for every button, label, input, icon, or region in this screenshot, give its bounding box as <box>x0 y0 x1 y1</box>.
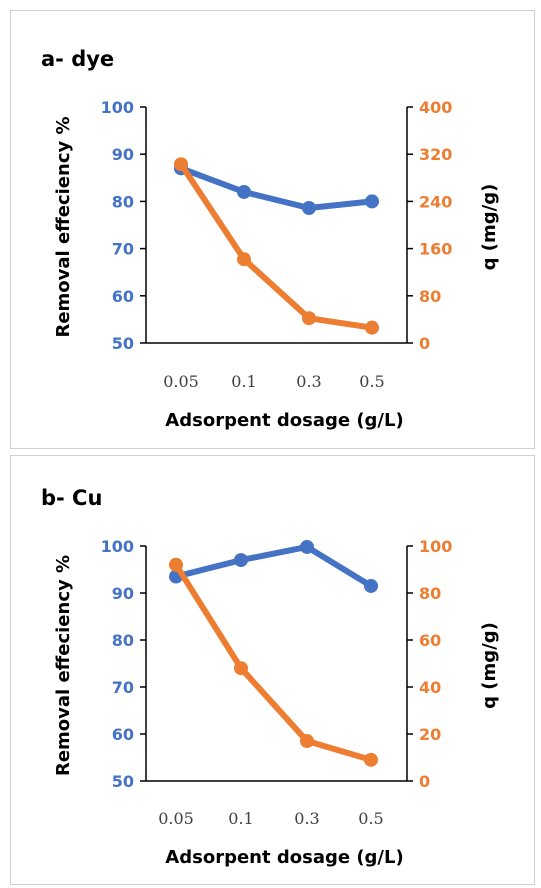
y-tick-label-right: 20 <box>419 725 441 744</box>
y-axis-title-right: q (mg/g) <box>479 184 500 271</box>
chart-panel-dye: a- dye 50 60 70 80 90 100 0 80 160 240 320 400 0.05 0.… <box>10 10 535 449</box>
chart-cu: b- Cu 50 60 70 80 90 100 0 20 40 60 80 100 0.05 0.1 0.3… <box>41 486 500 868</box>
q-capacity-point <box>174 157 188 172</box>
y-tick-label-right: 400 <box>419 98 452 117</box>
y-tick-label-right: 100 <box>419 537 452 556</box>
y-tick-label-left: 100 <box>101 98 134 117</box>
y-tick-label-right: 160 <box>419 240 452 259</box>
removal-efficiency-point <box>365 194 379 209</box>
x-axis-title: Adsorpent dosage (g/L) <box>165 410 403 431</box>
y-tick-label-left: 50 <box>112 772 134 791</box>
y-tick-label-left: 100 <box>101 537 134 556</box>
y-tick-label-right: 0 <box>419 772 430 791</box>
y-tick-label-left: 50 <box>112 334 134 353</box>
q-capacity-line <box>173 561 374 763</box>
q-capacity-point <box>169 557 183 572</box>
x-tick-label: 0.05 <box>158 809 194 828</box>
y-tick-label-left: 70 <box>112 240 134 259</box>
y-tick-label-left: 80 <box>112 192 134 211</box>
removal-efficiency-point <box>300 539 314 554</box>
y-axis-title-left: Removal effeciency % <box>53 555 74 776</box>
y-tick-label-right: 80 <box>419 584 441 603</box>
x-tick-label: 0.5 <box>359 372 384 391</box>
x-tick-label: 0.05 <box>163 372 199 391</box>
x-tick-label: 0.3 <box>296 372 321 391</box>
removal-efficiency-line <box>178 165 375 212</box>
q-capacity-point <box>364 752 378 767</box>
y-axis-title-right: q (mg/g) <box>479 622 500 709</box>
y-tick-label-right: 320 <box>419 145 452 164</box>
removal-efficiency-point <box>302 201 316 216</box>
chart-dye: a- dye 50 60 70 80 90 100 0 80 160 240 320 400 0.05 0.… <box>41 47 500 431</box>
x-tick-label: 0.1 <box>231 372 256 391</box>
chart-panel-cu: b- Cu 50 60 70 80 90 100 0 20 40 60 80 100 0.05 0.1 0.3… <box>10 455 535 885</box>
x-tick-label: 0.3 <box>294 809 319 828</box>
q-capacity-point <box>302 311 316 326</box>
q-capacity-point <box>234 661 248 676</box>
removal-efficiency-point <box>364 578 378 593</box>
y-tick-label-right: 60 <box>419 631 441 650</box>
y-tick-label-right: 0 <box>419 334 430 353</box>
chart-title: a- dye <box>41 47 114 71</box>
y-tick-label-left: 90 <box>112 145 134 164</box>
q-capacity-line <box>178 161 375 331</box>
x-tick-label: 0.5 <box>358 809 383 828</box>
x-axis-title: Adsorpent dosage (g/L) <box>165 847 403 868</box>
q-capacity-point <box>237 252 251 267</box>
y-tick-label-left: 60 <box>112 725 134 744</box>
y-tick-label-right: 240 <box>419 192 452 211</box>
y-tick-label-left: 70 <box>112 678 134 697</box>
q-capacity-point <box>365 320 379 335</box>
y-tick-label-right: 80 <box>419 287 441 306</box>
y-tick-label-right: 40 <box>419 678 441 697</box>
removal-efficiency-line <box>173 543 374 589</box>
y-tick-label-left: 90 <box>112 584 134 603</box>
removal-efficiency-point <box>237 184 251 199</box>
x-tick-label: 0.1 <box>228 809 253 828</box>
y-axis-title-left: Removal effeciency % <box>53 116 74 337</box>
chart-title: b- Cu <box>41 486 102 510</box>
y-tick-label-left: 80 <box>112 631 134 650</box>
q-capacity-point <box>300 734 314 749</box>
y-tick-label-left: 60 <box>112 287 134 306</box>
removal-efficiency-point <box>234 553 248 568</box>
